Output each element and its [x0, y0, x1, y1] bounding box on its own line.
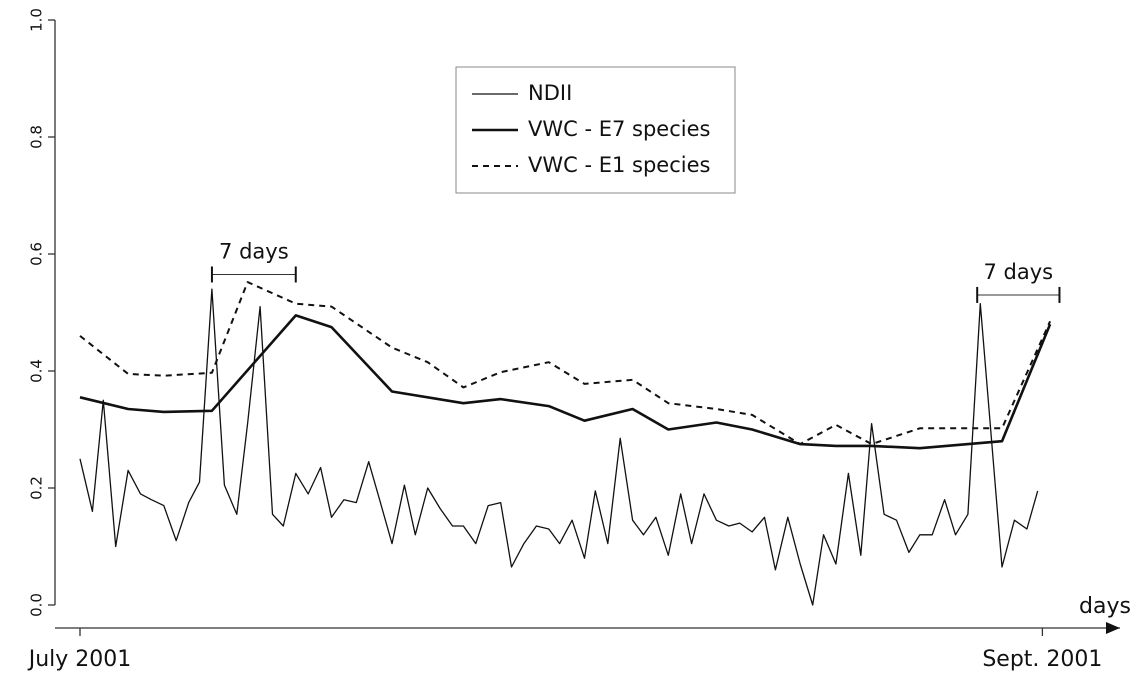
y-tick-label: 0.4 — [28, 359, 46, 383]
y-tick-label: 0.6 — [28, 242, 46, 266]
annotation-label: 7 days — [984, 260, 1054, 284]
y-tick-label: 1.0 — [28, 8, 46, 32]
legend-label: VWC - E7 species — [528, 117, 710, 141]
x-tick-label: July 2001 — [27, 647, 132, 672]
legend-label: NDII — [528, 81, 572, 105]
x-axis-label: days — [1079, 594, 1131, 619]
x-tick-label: Sept. 2001 — [982, 647, 1102, 672]
annotation-label: 7 days — [219, 239, 289, 263]
y-tick-label: 0.0 — [28, 593, 46, 617]
y-tick-label: 0.8 — [28, 125, 46, 149]
series-line — [79, 314, 1052, 450]
series-line — [79, 281, 1052, 446]
legend-label: VWC - E1 species — [528, 153, 710, 177]
y-tick-label: 0.2 — [28, 476, 46, 500]
x-axis-arrow — [1106, 622, 1120, 634]
